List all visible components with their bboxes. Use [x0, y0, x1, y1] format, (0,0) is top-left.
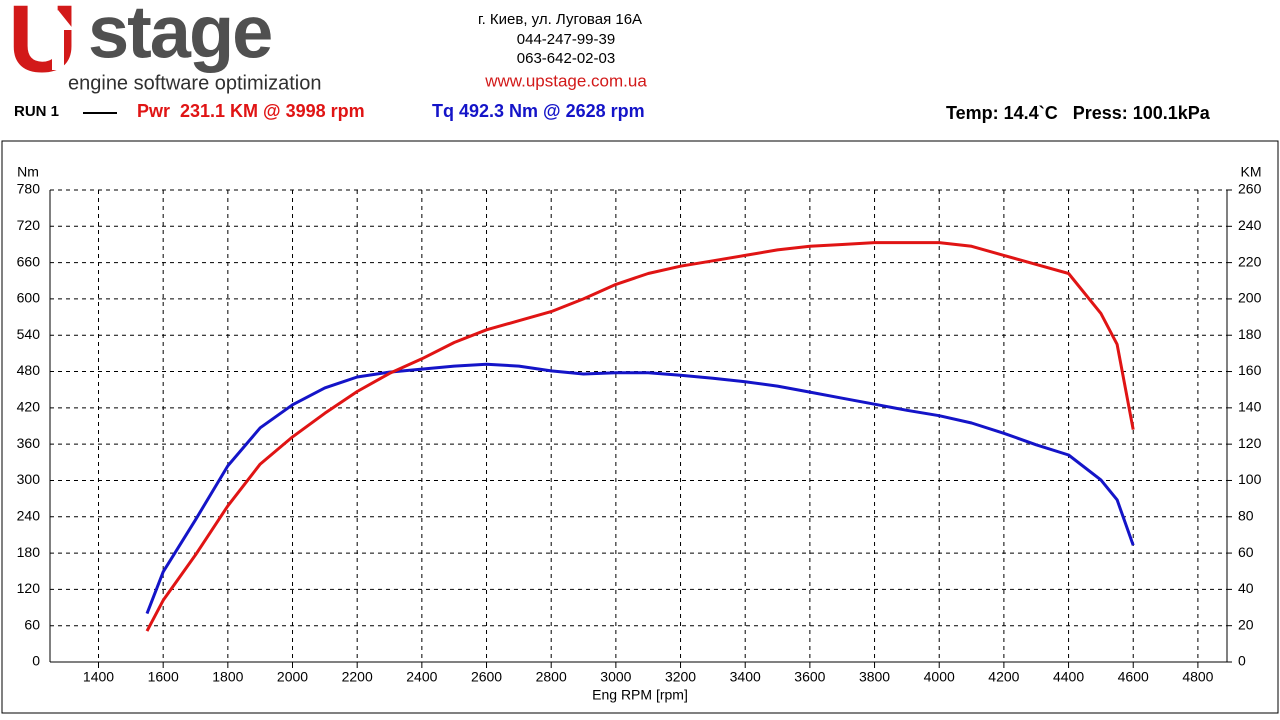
- torque-summary: Tq 492.3 Nm @ 2628 rpm: [432, 101, 645, 121]
- y2-tick-label: 160: [1238, 362, 1262, 378]
- y-tick-label: 720: [17, 217, 41, 233]
- y-tick-label: 120: [17, 580, 41, 596]
- y-tick-label: 300: [17, 471, 41, 487]
- logo-mark: U: [8, 0, 77, 92]
- x-axis-label: Eng RPM [rpm]: [592, 687, 688, 703]
- x-tick-label: 1600: [148, 669, 179, 685]
- x-tick-label: 4000: [924, 669, 955, 685]
- address: г. Киев, ул. Луговая 16А: [478, 11, 642, 28]
- x-tick-label: 2000: [277, 669, 308, 685]
- chart-frame: [1, 140, 1279, 714]
- y2-tick-label: 60: [1238, 544, 1254, 560]
- logo-arrow: [42, 10, 74, 70]
- x-tick-label: 2200: [342, 669, 373, 685]
- y-axis-label: Nm: [17, 164, 39, 180]
- x-tick-label: 2600: [471, 669, 502, 685]
- x-tick-label: 3200: [665, 669, 696, 685]
- y2-tick-label: 220: [1238, 253, 1262, 269]
- y2-tick-label: 20: [1238, 616, 1254, 632]
- series-line: [145, 362, 1135, 615]
- website: www.upstage.com.ua: [484, 71, 647, 90]
- phone: 063-642-02-03: [517, 50, 615, 67]
- run-label: RUN 1: [14, 103, 59, 120]
- x-tick-label: 1800: [212, 669, 243, 685]
- x-tick-label: 1400: [83, 669, 114, 685]
- x-tick-label: 3600: [794, 669, 825, 685]
- y2-tick-label: 140: [1238, 399, 1262, 415]
- x-tick-label: 4600: [1118, 669, 1149, 685]
- y2-tick-label: 100: [1238, 471, 1262, 487]
- y-tick-label: 360: [17, 435, 41, 451]
- y-tick-label: 480: [17, 362, 41, 378]
- y-tick-label: 420: [17, 399, 41, 415]
- y-tick-label: 780: [17, 181, 41, 197]
- y-tick-label: 60: [24, 616, 40, 632]
- x-tick-label: 3800: [859, 669, 890, 685]
- y2-tick-label: 80: [1238, 507, 1254, 523]
- power-summary: Pwr 231.1 KM @ 3998 rpm: [137, 101, 365, 121]
- y-tick-label: 660: [17, 253, 41, 269]
- conditions: Temp: 14.4`C Press: 100.1kPa: [946, 103, 1211, 123]
- y2-tick-label: 240: [1238, 217, 1262, 233]
- y2-tick-label: 0: [1238, 653, 1246, 669]
- x-tick-label: 4200: [988, 669, 1019, 685]
- x-tick-label: 2800: [536, 669, 567, 685]
- y-tick-label: 0: [32, 653, 40, 669]
- y2-tick-label: 180: [1238, 326, 1262, 342]
- logo-text: stage: [88, 0, 271, 74]
- y2-tick-label: 40: [1238, 580, 1254, 596]
- x-tick-label: 3000: [600, 669, 631, 685]
- y2-tick-label: 260: [1238, 181, 1262, 197]
- y2-axis-label: KM: [1241, 164, 1262, 180]
- x-tick-label: 3400: [730, 669, 761, 685]
- y-tick-label: 240: [17, 507, 41, 523]
- logo-tagline: engine software optimization: [68, 72, 321, 94]
- phone: 044-247-99-39: [517, 31, 615, 48]
- x-tick-label: 4400: [1053, 669, 1084, 685]
- x-tick-label: 4800: [1182, 669, 1213, 685]
- x-tick-label: 2400: [406, 669, 437, 685]
- y-tick-label: 180: [17, 544, 41, 560]
- series-line: [145, 241, 1135, 632]
- y-tick-label: 540: [17, 326, 41, 342]
- y2-tick-label: 120: [1238, 435, 1262, 451]
- y-tick-label: 600: [17, 290, 41, 306]
- y2-tick-label: 200: [1238, 290, 1262, 306]
